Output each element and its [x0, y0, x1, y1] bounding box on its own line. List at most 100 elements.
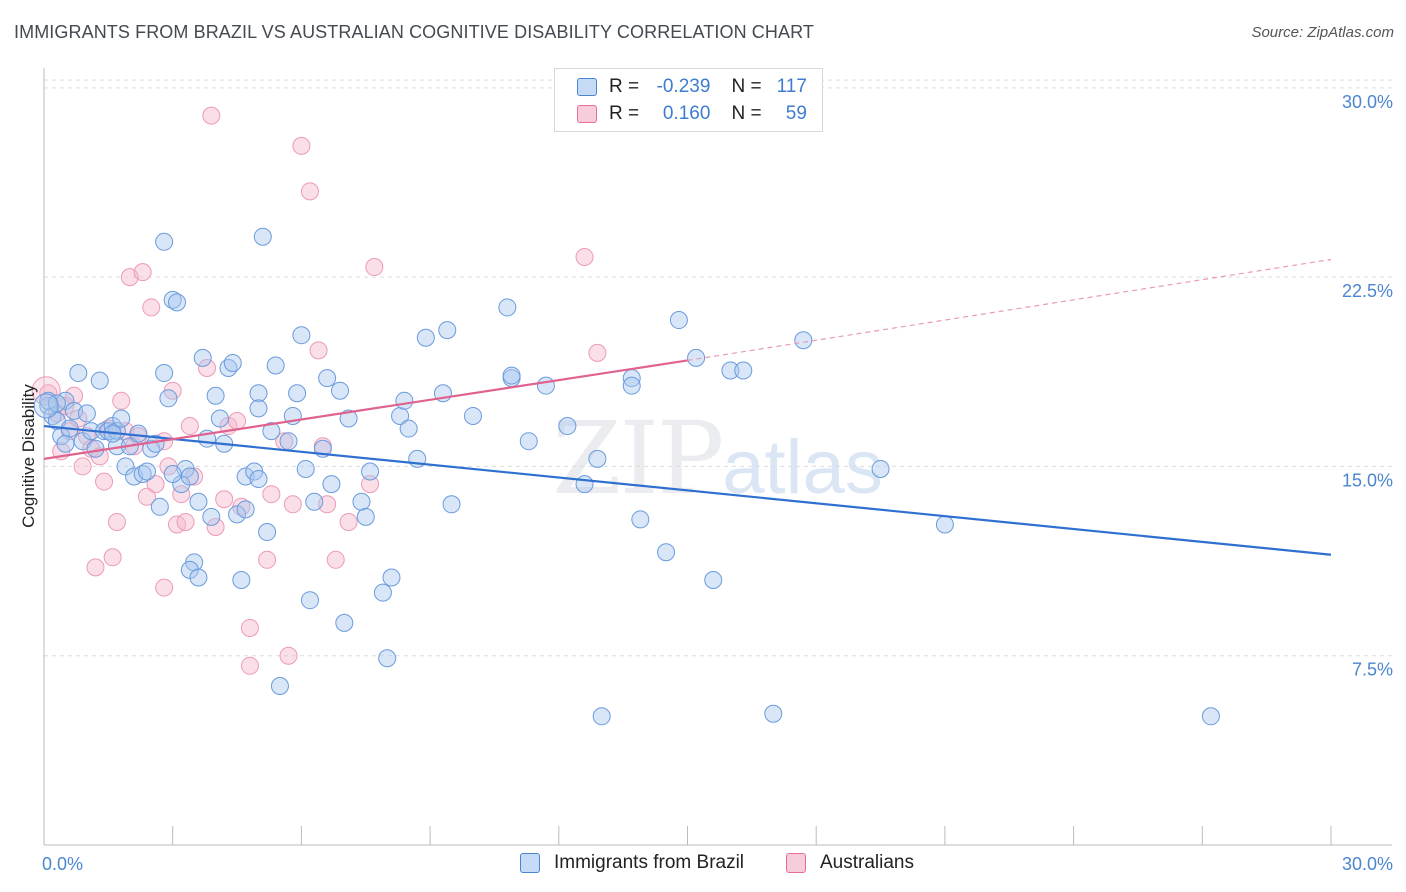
australians-point	[575, 247, 594, 266]
axes	[43, 68, 1392, 846]
brazil-point	[382, 568, 401, 587]
y-tick-label: 30.0%	[1342, 92, 1393, 112]
brazil-point	[764, 704, 783, 723]
australians-point	[309, 341, 328, 360]
brazil-point	[438, 321, 457, 340]
australians-point	[155, 578, 174, 597]
australians-point	[240, 618, 259, 637]
brazil-point	[592, 707, 611, 726]
brazil-point	[558, 417, 577, 436]
brazil-point	[300, 591, 319, 610]
brazil-point	[657, 543, 676, 562]
australians-point	[137, 487, 156, 506]
brazil-point	[1201, 707, 1220, 726]
brazil-point	[395, 391, 414, 410]
australians-point	[258, 550, 277, 569]
australians-point	[292, 136, 311, 155]
brazil-point	[373, 583, 392, 602]
legend-n-value-australians: 59	[785, 103, 807, 124]
brazil-point	[378, 649, 397, 668]
brazil-point	[249, 399, 268, 418]
australians-point	[300, 182, 319, 201]
brazil-point	[270, 677, 289, 695]
brazil-point	[223, 353, 242, 372]
australians-point	[86, 558, 105, 577]
brazil-point	[622, 376, 641, 395]
brazil-point	[305, 492, 324, 511]
legend-swatch-australians	[786, 853, 806, 873]
brazil-point	[159, 389, 178, 408]
brazil-point	[129, 424, 148, 443]
chart-title: IMMIGRANTS FROM BRAZIL VS AUSTRALIAN COG…	[14, 22, 814, 42]
brazil-point	[86, 439, 105, 458]
y-tick-label: 15.0%	[1342, 470, 1393, 490]
australians-point	[133, 263, 152, 282]
source-label: Source: ZipAtlas.com	[1251, 24, 1394, 41]
watermark: ZIPatlas	[552, 400, 883, 517]
brazil-point	[249, 470, 268, 489]
brazil-point	[318, 369, 337, 388]
x-tick-label: 0.0%	[42, 854, 83, 874]
brazil-point	[519, 432, 538, 451]
brazil-point	[33, 393, 59, 419]
brazil-point	[631, 510, 650, 529]
brazil-point	[253, 227, 272, 246]
australians-point	[73, 457, 92, 476]
brazil-point	[258, 523, 277, 542]
brazil-point	[871, 459, 890, 478]
brazil-point	[56, 434, 75, 453]
brazil-point	[361, 462, 380, 481]
legend-r-label: R =	[609, 76, 640, 97]
tick-labels: 7.5% 15.0% 22.5% 30.0% 0.0% 30.0%	[42, 92, 1393, 874]
brazil-point	[266, 356, 285, 375]
brazil-point	[202, 507, 221, 526]
australians-point	[228, 412, 247, 430]
legend-swatch-australians	[577, 105, 597, 123]
brazil-point	[236, 500, 255, 519]
brazil-point	[669, 311, 688, 330]
brazil-point	[163, 465, 182, 483]
legend-label-australians: Australians	[820, 852, 914, 873]
trend-lines	[43, 258, 1332, 556]
legend-r-value-brazil: -0.239	[656, 76, 711, 97]
brazil-point	[262, 422, 281, 441]
brazil-point	[180, 467, 199, 486]
y-tick-label: 7.5%	[1352, 660, 1393, 680]
y-tick-label: 22.5%	[1342, 281, 1393, 301]
brazil-point	[416, 328, 435, 347]
grid-lines	[44, 79, 1392, 657]
brazil-point	[150, 497, 169, 516]
brazil-point	[90, 371, 109, 390]
series-legend: Immigrants from Brazil Australians	[0, 852, 1406, 876]
australians-point	[262, 485, 281, 504]
legend-r-value-australians: 0.160	[662, 103, 711, 124]
australians-point	[283, 495, 302, 514]
australians-point	[279, 646, 298, 665]
brazil-point	[228, 505, 247, 524]
brazil-point	[399, 419, 418, 438]
brazil-point	[502, 366, 521, 385]
brazil-point	[575, 475, 594, 494]
brazil-point	[69, 364, 88, 383]
australians-point	[103, 548, 122, 567]
australians-point	[365, 258, 384, 277]
brazil-point	[721, 361, 740, 380]
brazil-point	[137, 462, 156, 481]
brazil-point	[193, 348, 212, 367]
australians-trend-extension	[687, 258, 1332, 362]
brazil-point	[279, 432, 298, 451]
legend-item-australians: Australians	[786, 852, 914, 874]
brazil-point	[352, 492, 371, 511]
legend-swatch-brazil	[577, 78, 597, 96]
australians-point	[180, 417, 199, 436]
brazil-point	[335, 613, 354, 632]
x-tick-label: 30.0%	[1342, 854, 1393, 874]
brazil-point	[356, 507, 375, 526]
australians-point	[198, 359, 217, 377]
legend-label-brazil: Immigrants from Brazil	[554, 852, 745, 873]
brazil-point	[210, 409, 229, 428]
australians-point	[146, 475, 165, 494]
brazil-point	[391, 406, 410, 425]
australians-point	[202, 106, 221, 125]
